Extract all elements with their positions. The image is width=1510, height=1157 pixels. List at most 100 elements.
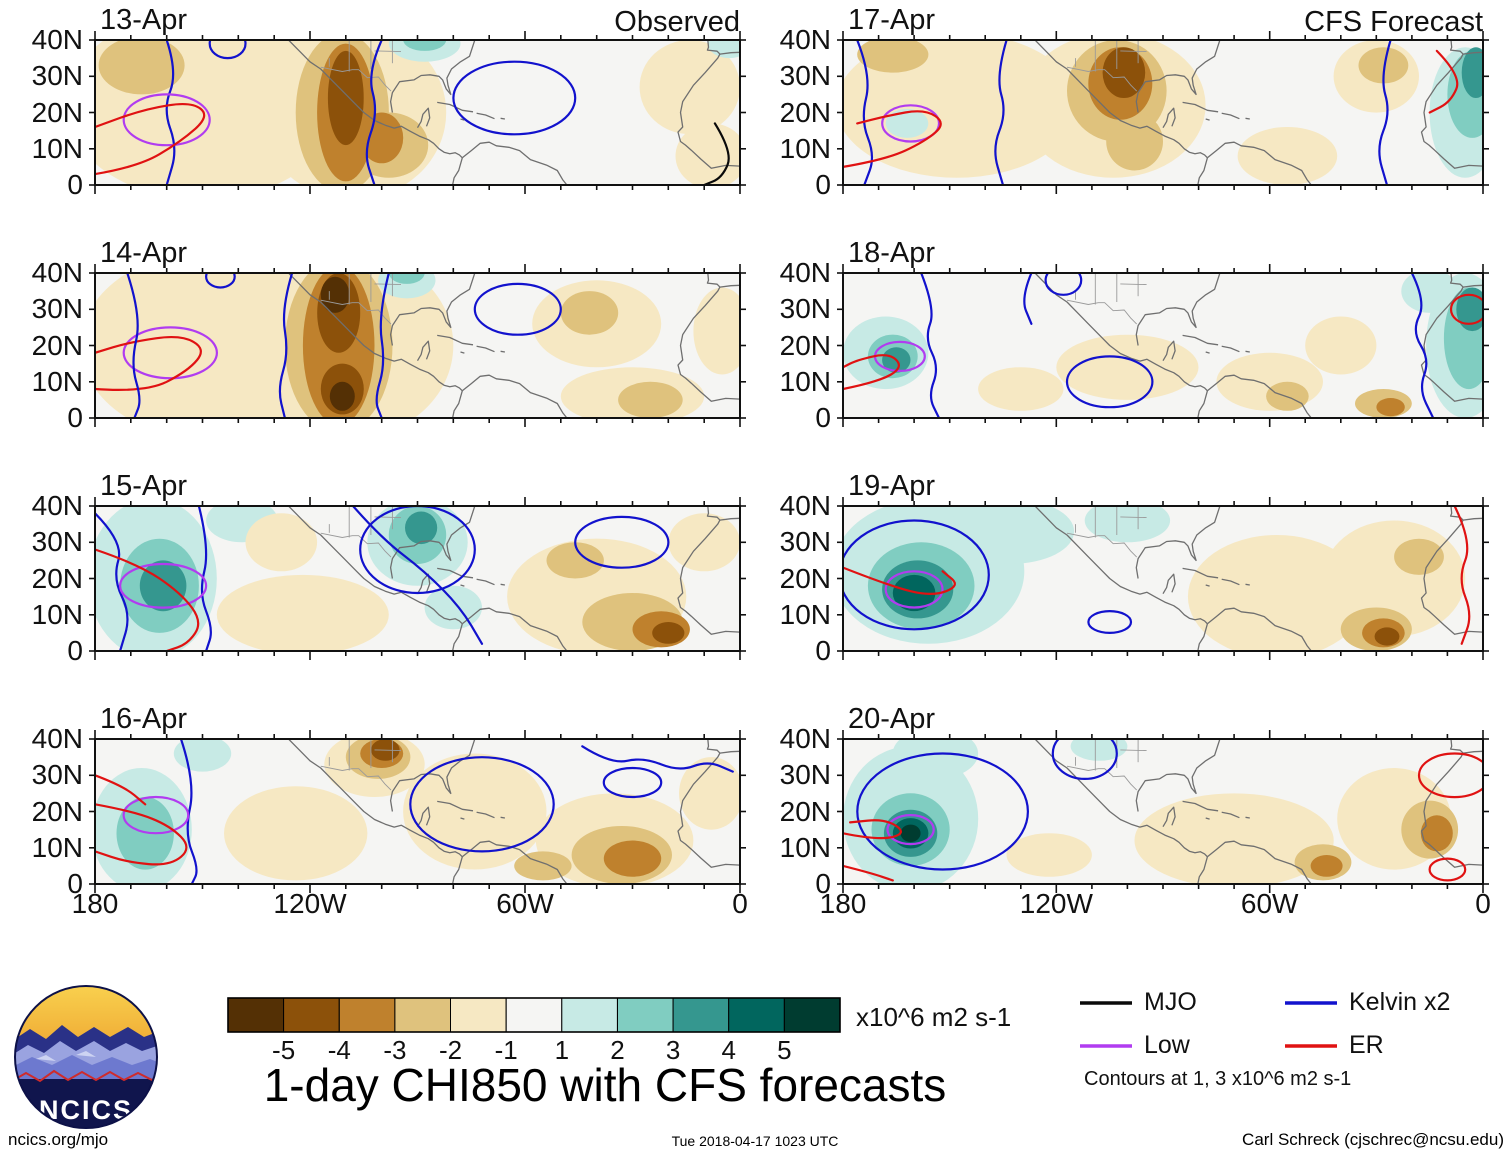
anomaly-shading-region (388, 273, 425, 284)
map-frame (842, 39, 1484, 186)
map-panel (89, 264, 746, 427)
y-axis-tick-label: 40N (779, 723, 831, 754)
logo-red-zigzag (15, 1069, 157, 1083)
coastline (706, 506, 740, 521)
y-axis-tick-label: 10N (31, 132, 83, 164)
y-axis-tick-label: 20N (779, 96, 831, 128)
anomaly-shading-region (843, 40, 1078, 178)
red-wave-contour (1453, 506, 1471, 645)
state-border (374, 749, 402, 752)
y-axis-tick-label: 0 (67, 402, 83, 433)
map-clip-group (95, 40, 740, 185)
anomaly-shading-region (216, 574, 389, 651)
y-axis-tick-label: 10N (779, 598, 831, 630)
state-border (1066, 532, 1138, 558)
coastline (1182, 567, 1219, 579)
y-axis-tick-label: 30N (779, 60, 831, 92)
colorbar-segment (561, 997, 618, 1033)
map-panel (837, 497, 1489, 660)
blue-wave-contour (994, 40, 1008, 185)
blue-wave-contour (95, 512, 129, 651)
y-axis-tick-label: 0 (815, 169, 831, 200)
blue-wave-contour (843, 519, 990, 631)
blue-wave-contour (375, 273, 390, 418)
coastline (1162, 107, 1176, 129)
colorbar-segment (783, 997, 841, 1033)
colorbar-tick-label: -1 (495, 1035, 518, 1065)
y-axis-tick-label: 20N (31, 562, 83, 594)
coastline (1221, 345, 1240, 353)
colorbar-segment (338, 997, 396, 1033)
anomaly-shading-region (1187, 535, 1366, 651)
anomaly-shading-region (679, 757, 740, 830)
map-panel (89, 497, 746, 660)
colorbar-tick-label: 3 (666, 1035, 680, 1065)
blue-wave-contour (1378, 40, 1392, 185)
red-wave-contour (95, 335, 202, 391)
figure-title: 1-day CHI850 with CFS forecasts (263, 1059, 947, 1111)
red-wave-contour (1428, 857, 1467, 882)
coastline (1206, 141, 1312, 185)
anomaly-shading-region (245, 513, 318, 572)
coastline (706, 40, 740, 55)
colorbar-segment (505, 997, 563, 1033)
purple-wave-contour (884, 570, 944, 609)
y-axis-tick-label: 40N (779, 257, 831, 288)
y-axis-tick-label: 30N (31, 526, 83, 558)
black-wave-contour (703, 122, 730, 185)
purple-wave-contour (886, 813, 935, 846)
legend-label: Kelvin x2 (1349, 988, 1451, 1016)
anomaly-shading-region (1456, 287, 1483, 332)
coastline (451, 390, 463, 418)
y-axis-tick-label: 40N (31, 490, 83, 521)
y-axis-tick-label: 0 (67, 169, 83, 200)
anomaly-shading-region (1376, 398, 1405, 417)
anomaly-shading-region (1084, 506, 1171, 543)
y-axis-tick-label: 30N (31, 60, 83, 92)
coastline (1206, 607, 1312, 651)
anomaly-shading-region (327, 50, 364, 146)
y-axis-tick-label: 30N (779, 526, 831, 558)
blue-wave-contour (165, 40, 176, 185)
anomaly-shading-region (514, 851, 572, 881)
coastline (500, 816, 506, 819)
anomaly-shading-region (1106, 112, 1163, 171)
x-axis-tick-label: 180 (819, 888, 867, 919)
coastline (677, 286, 740, 402)
state-border (320, 66, 392, 92)
blue-wave-contour (365, 40, 383, 185)
colorbar-segment (450, 997, 507, 1033)
anomaly-shading-region (1420, 815, 1453, 852)
coastline (1034, 40, 1208, 159)
colorbar-tick-label: 1 (555, 1035, 569, 1065)
legend-item-list: MJO Kelvin x2 Low ER (1080, 988, 1510, 1060)
y-axis-tick-label: 10N (779, 365, 831, 397)
red-wave-contour (843, 864, 894, 882)
blue-wave-contour (126, 273, 141, 418)
coastline (1034, 273, 1208, 392)
blue-wave-contour (574, 515, 670, 569)
coastline (1162, 340, 1176, 362)
y-axis-tick-label: 20N (31, 96, 83, 128)
coastline (1135, 273, 1221, 346)
red-wave-contour (843, 819, 902, 840)
coastline (460, 584, 465, 587)
coastline (706, 273, 740, 288)
state-border (1066, 765, 1138, 791)
map-frame (94, 505, 741, 652)
y-axis-tick-label: 40N (31, 257, 83, 288)
y-axis-tick-label: 10N (31, 831, 83, 863)
forecast-column-title: CFS Forecast (1304, 6, 1483, 38)
blue-wave-contour (581, 745, 734, 773)
coastline (288, 273, 463, 392)
map-panel (89, 31, 746, 194)
anomaly-shading-region (98, 40, 185, 95)
red-wave-contour (95, 548, 200, 651)
anomaly-shading-region (1070, 739, 1128, 761)
coastline (1135, 40, 1221, 113)
y-axis-tick-label: 30N (31, 759, 83, 791)
y-axis-tick-label: 40N (31, 24, 83, 55)
state-border (1120, 283, 1147, 286)
anomaly-shading-region (403, 753, 547, 870)
